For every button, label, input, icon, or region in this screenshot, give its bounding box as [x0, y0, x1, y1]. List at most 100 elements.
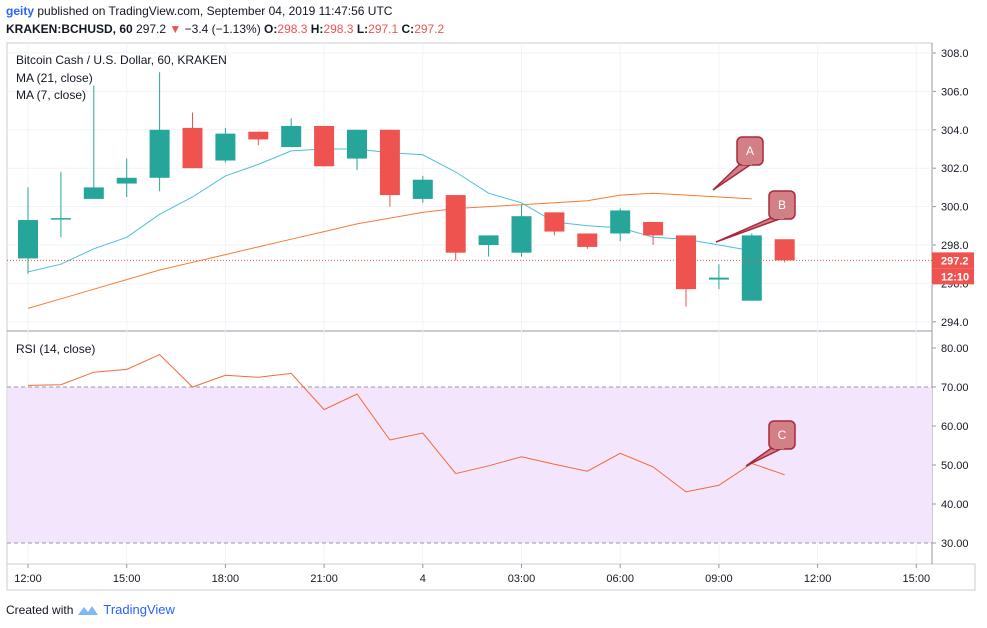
published-text: published on TradingView.com, September … — [37, 4, 393, 18]
legend-ma21: MA (21, close) — [16, 71, 93, 85]
publisher-line: geity published on TradingView.com, Sept… — [6, 4, 392, 18]
candle[interactable] — [182, 112, 203, 169]
rsi-band-fill — [8, 387, 932, 543]
candle[interactable] — [511, 204, 532, 257]
candle-body — [149, 129, 170, 178]
candle[interactable] — [412, 175, 433, 203]
candle-body — [511, 216, 532, 253]
candle-body — [445, 195, 466, 253]
candle-body — [577, 233, 598, 247]
candle[interactable] — [347, 129, 367, 171]
callout-c: C — [745, 420, 796, 467]
candlesticks[interactable] — [18, 72, 795, 307]
candle[interactable] — [445, 195, 466, 261]
candle[interactable] — [215, 127, 236, 163]
x-tick-label: 06:00 — [606, 573, 634, 585]
candle-body — [379, 129, 400, 196]
chart-area[interactable]: 12:00 15:00 18:00 21:00 4 03:00 06:00 09:00 12:0… — [0, 0, 987, 600]
footer: Created with TradingView — [6, 602, 175, 617]
candle[interactable] — [708, 264, 729, 290]
rsi-line — [27, 354, 785, 493]
open-value: 298.3 — [277, 22, 308, 36]
callouts: A B C — [712, 136, 796, 467]
candle[interactable] — [577, 233, 598, 249]
candle-body — [314, 125, 335, 167]
x-tick-label: 18:00 — [212, 573, 240, 585]
symbol-name: KRAKEN:BCHUSD, 60 — [6, 22, 133, 36]
publisher-username[interactable]: geity — [6, 4, 35, 18]
time-axis-box — [6, 563, 976, 591]
rsi-tick-label: 70.00 — [941, 382, 969, 394]
price-tick-label: 302.0 — [941, 163, 969, 175]
candle[interactable] — [741, 233, 762, 301]
x-tick-label: 4 — [420, 573, 426, 585]
rsi-band — [7, 386, 932, 544]
price-tick-label: 294.0 — [941, 317, 969, 329]
candle[interactable] — [774, 239, 795, 263]
tradingview-brand[interactable]: TradingView — [103, 602, 175, 617]
countdown-label: 12:10 — [941, 271, 969, 283]
candle[interactable] — [83, 85, 104, 199]
rsi-tick-label: 80.00 — [941, 343, 969, 355]
callout-b: B — [715, 190, 796, 243]
legend-ma7: MA (7, close) — [16, 88, 86, 102]
candle-body — [18, 220, 38, 259]
candle[interactable] — [478, 235, 499, 257]
candle-body — [116, 177, 137, 184]
high-label: H: — [310, 22, 324, 36]
candle[interactable] — [610, 208, 631, 242]
callout-label: A — [746, 144, 754, 158]
candle-body — [347, 129, 367, 159]
candle-body — [478, 235, 499, 245]
candle-body — [281, 125, 302, 148]
candle-body — [676, 235, 696, 290]
rsi-tick-label: 40.00 — [941, 499, 969, 511]
callout-label: C — [778, 428, 787, 442]
tradingview-logo-icon — [78, 605, 99, 615]
last-price-label: 297.2 — [941, 255, 969, 267]
candle[interactable] — [379, 129, 400, 207]
candle-body — [182, 127, 203, 169]
x-tick-label: 12:00 — [14, 573, 42, 585]
rsi-tick-label: 60.00 — [941, 421, 969, 433]
candle[interactable] — [248, 131, 269, 146]
candle[interactable] — [149, 72, 170, 192]
open-label: O: — [264, 22, 278, 36]
candle[interactable] — [314, 125, 335, 167]
candle[interactable] — [676, 235, 696, 307]
x-tick-label: 15:00 — [903, 573, 931, 585]
price-tick-label: 300.0 — [941, 202, 969, 214]
price-tick-label: 298.0 — [941, 240, 969, 252]
rsi-tick-label: 50.00 — [941, 460, 969, 472]
close-label: C: — [401, 22, 415, 36]
high-value: 298.3 — [323, 22, 354, 36]
last-price: 297.2 — [136, 22, 167, 36]
candle-body — [708, 277, 729, 280]
x-tick-label: 12:00 — [804, 573, 832, 585]
candle[interactable] — [643, 221, 664, 245]
x-tick-label: 09:00 — [705, 573, 733, 585]
candle-body — [248, 131, 269, 140]
rsi-pane-title: RSI (14, close) — [16, 342, 95, 356]
candle[interactable] — [116, 158, 137, 197]
close-value: 297.2 — [414, 22, 445, 36]
last-price-badge — [932, 252, 974, 269]
price-tick-label: 306.0 — [941, 86, 969, 98]
candle-body — [774, 239, 795, 261]
low-value: 297.1 — [368, 22, 399, 36]
price-tick-label: 308.0 — [941, 48, 969, 60]
change-arrow-icon: ▼ — [169, 22, 182, 36]
x-tick-label: 03:00 — [508, 573, 536, 585]
candle-body — [215, 133, 236, 161]
price-tick-label: 304.0 — [941, 125, 969, 137]
axis-labels: 12:00 15:00 18:00 21:00 4 03:00 06:00 09:00 12:0… — [7, 48, 974, 585]
price-change: −3.4 (−1.13%) — [184, 22, 261, 36]
candle[interactable] — [50, 172, 71, 238]
candle-body — [741, 235, 762, 301]
candle-body — [544, 212, 565, 232]
candle[interactable] — [544, 212, 565, 236]
candle[interactable] — [18, 187, 38, 274]
candle-body — [412, 179, 433, 199]
candle[interactable] — [281, 118, 302, 148]
symbol-line: KRAKEN:BCHUSD, 60 297.2 ▼ −3.4 (−1.13%) … — [6, 22, 444, 36]
